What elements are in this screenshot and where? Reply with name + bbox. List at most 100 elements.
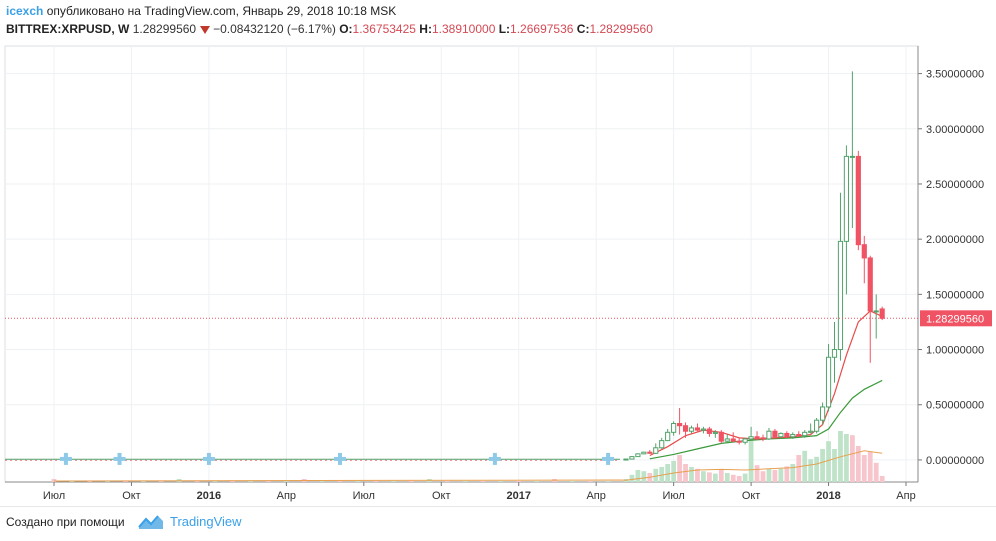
- candle-body: [849, 155, 855, 158]
- open-label: O:: [339, 22, 353, 36]
- candle-body: [772, 430, 778, 438]
- candle-body: [671, 422, 677, 433]
- event-marker: [606, 452, 611, 465]
- volume-bar: [319, 481, 325, 482]
- candle-body: [712, 431, 718, 434]
- author-name[interactable]: icexch: [6, 4, 44, 18]
- close-value: 1.28299560: [589, 22, 653, 36]
- high-label: H:: [419, 22, 432, 36]
- candle-body: [820, 406, 826, 421]
- volume-bar: [69, 481, 75, 482]
- tradingview-logo-icon[interactable]: [138, 513, 164, 536]
- plot-frame: [4, 45, 919, 483]
- published-info: опубликовано на TradingView.com, Январь …: [46, 4, 397, 18]
- volume-bar: [790, 464, 796, 482]
- candle-body: [688, 427, 695, 432]
- symbol-label: BITTREX:XRPUSD, W: [6, 22, 130, 36]
- candle-body: [814, 419, 820, 432]
- volume-bar: [248, 481, 253, 482]
- candle-body: [623, 458, 629, 461]
- volume-bar: [653, 468, 659, 482]
- volume-bar: [802, 450, 808, 482]
- volume-bar: [748, 438, 754, 482]
- y-tick-label: 1.00000000: [926, 345, 984, 357]
- volume-bar: [480, 481, 486, 482]
- volume-bar: [826, 441, 831, 482]
- volume-bar: [808, 459, 814, 482]
- volume-bar: [444, 481, 450, 482]
- event-marker: [206, 452, 211, 465]
- volume-bar: [629, 474, 635, 482]
- x-tick-label: Июл: [43, 490, 65, 502]
- candle-body: [861, 244, 867, 259]
- candle-body: [748, 436, 754, 440]
- candle-body: [653, 447, 659, 454]
- volume-bar: [718, 470, 724, 482]
- y-tick-label: 1.50000000: [926, 289, 984, 301]
- y-tick-label: 3.50000000: [926, 69, 984, 81]
- x-tick-label: 2018: [816, 490, 840, 502]
- high-value: 1.38910000: [431, 22, 496, 36]
- candle-body: [718, 431, 724, 442]
- volume-bar: [212, 481, 218, 482]
- volume-bar: [832, 449, 837, 482]
- volume-bar: [695, 468, 700, 482]
- price-chart[interactable]: 3.50000000 3.00000000 2.50000000 2.00000000…: [0, 42, 996, 507]
- candle-body: [659, 440, 665, 449]
- x-tick-label: Окт: [432, 490, 451, 502]
- volume-bar: [867, 452, 873, 482]
- last-price-badge: [920, 310, 992, 327]
- candle-body: [778, 432, 784, 438]
- candle-body: [760, 437, 766, 440]
- volume-bar: [736, 476, 742, 482]
- volume-bar: [772, 470, 778, 482]
- down-triangle-icon: [200, 25, 211, 34]
- candle-body: [694, 427, 701, 431]
- volume-bar: [760, 471, 766, 482]
- candle-body: [796, 434, 802, 437]
- x-tick-label: 2016: [197, 490, 221, 502]
- chart-area[interactable]: 3.50000000 3.00000000 2.50000000 2.00000000…: [0, 42, 996, 507]
- event-marker: [63, 452, 68, 465]
- volume-bar: [677, 455, 682, 482]
- candle-body: [665, 431, 671, 442]
- candle-body: [784, 432, 790, 438]
- volume-bar: [123, 481, 128, 482]
- volume-bar: [778, 468, 784, 482]
- ma-fast-line: [649, 310, 883, 457]
- candle-body: [831, 349, 838, 358]
- volume-bar: [707, 472, 712, 482]
- volume-bar: [683, 464, 688, 482]
- y-tick-label: 3.00000000: [926, 124, 984, 136]
- event-marker: [117, 452, 122, 465]
- made-with-text: Создано при помощи: [6, 515, 125, 529]
- publication-line: icexch опубликовано на TradingView.com, …: [6, 4, 396, 18]
- volume-bar: [158, 481, 164, 482]
- y-tick-label: 0.50000000: [926, 400, 984, 412]
- tradingview-brand[interactable]: TradingView: [170, 514, 242, 529]
- candle-body: [700, 428, 707, 431]
- volume-bar: [796, 455, 802, 482]
- candle-body: [677, 422, 683, 427]
- candle-body: [808, 430, 814, 433]
- candle-body: [867, 257, 873, 312]
- volume-bar: [873, 462, 879, 482]
- candle-body: [754, 436, 760, 439]
- chart-header: icexch опубликовано на TradingView.com, …: [0, 0, 996, 42]
- volume-bar: [855, 446, 861, 482]
- volume-bar: [373, 481, 379, 482]
- candle-body: [879, 308, 885, 319]
- volume-bar: [724, 473, 730, 482]
- volume-bar: [754, 465, 760, 482]
- low-value: 1.26697536: [510, 22, 574, 36]
- x-tick-label: Апр: [277, 490, 296, 502]
- volume-bar: [665, 464, 671, 482]
- volume-bar: [784, 466, 790, 482]
- volume-ma-line: [53, 450, 883, 482]
- volume-bar: [230, 481, 236, 482]
- volume-bar: [391, 481, 396, 482]
- ohlc-legend: BITTREX:XRPUSD, W 1.28299560 −0.08432120 …: [6, 22, 653, 36]
- volume-bar: [879, 476, 885, 482]
- volume-bar: [569, 481, 575, 482]
- volume-bar: [635, 470, 641, 482]
